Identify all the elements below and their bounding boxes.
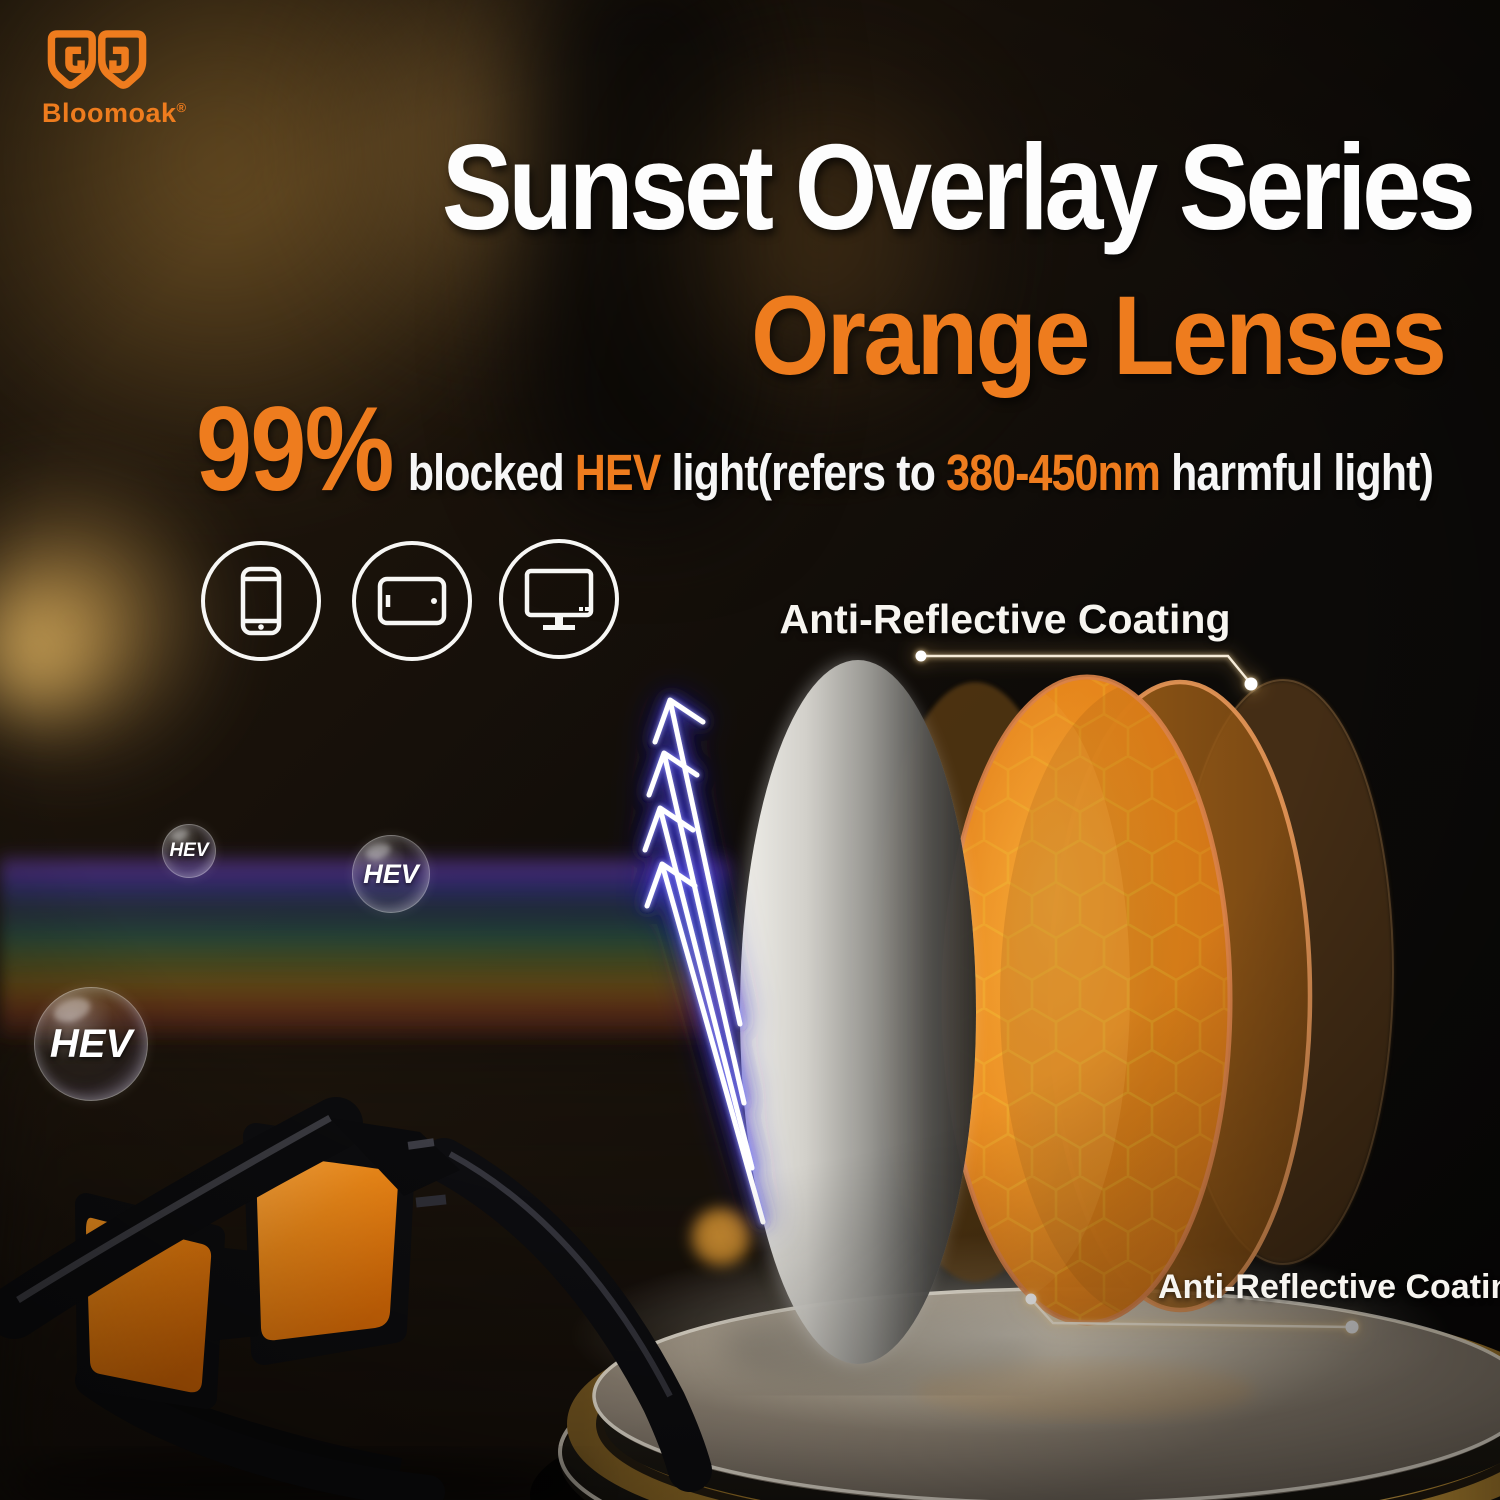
tablet-icon bbox=[377, 576, 447, 626]
reflected-arrow bbox=[652, 697, 743, 1027]
blocked-light-stat: 99% blocked HEV light(refers to 380-450n… bbox=[196, 380, 1434, 518]
coating-label-bottom: Anti-Reflective Coating bbox=[1157, 1268, 1500, 1306]
registered-mark: ® bbox=[176, 100, 187, 115]
stat-seg: blocked bbox=[407, 444, 575, 501]
stat-description: blocked HEV light(refers to 380-450nm ha… bbox=[407, 443, 1434, 502]
bloomoak-logo-icon bbox=[47, 30, 147, 89]
hev-bubble-label: HEV bbox=[49, 1021, 133, 1066]
hev-bubble-small: HEV bbox=[162, 824, 216, 878]
stat-seg: harmful light) bbox=[1160, 444, 1434, 501]
hev-bubble-large: HEV bbox=[34, 987, 148, 1101]
hev-bubble-medium: HEV bbox=[352, 835, 430, 913]
page-subtitle: Orange Lenses bbox=[750, 273, 1447, 398]
device-badge-tablet bbox=[352, 541, 472, 661]
page-title: Sunset Overlay Series bbox=[442, 119, 1476, 255]
monitor-icon bbox=[524, 568, 594, 630]
hev-bubble-label: HEV bbox=[169, 840, 209, 861]
gray-lens-dome bbox=[740, 660, 976, 1364]
device-badge-monitor bbox=[499, 539, 619, 659]
lens-layer-stack bbox=[740, 660, 1394, 1364]
stat-percentage: 99% bbox=[196, 382, 394, 516]
hev-bubble-label: HEV bbox=[363, 858, 419, 889]
device-badge-phone bbox=[201, 541, 321, 661]
brand-name: Bloomoak® bbox=[42, 98, 187, 128]
callout-top bbox=[915, 650, 1258, 691]
callout-bottom bbox=[1025, 1293, 1359, 1334]
stat-seg-wavelength: 380-450nm bbox=[946, 444, 1161, 501]
coating-label-top: Anti-Reflective Coating bbox=[779, 596, 1231, 642]
stat-seg-hev: HEV bbox=[574, 444, 661, 501]
stat-seg: light(refers to bbox=[660, 444, 947, 501]
smartphone-icon bbox=[240, 566, 282, 636]
